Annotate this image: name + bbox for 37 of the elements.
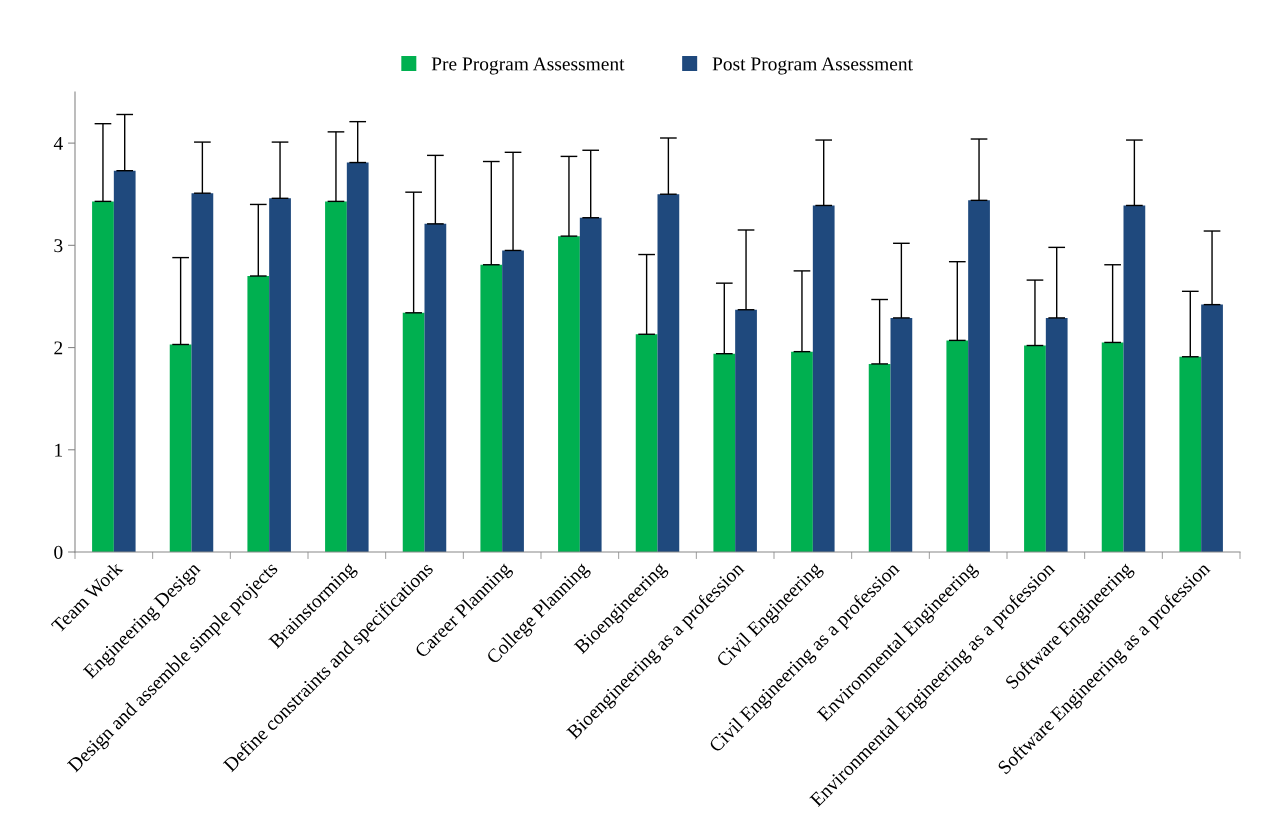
legend-label: Pre Program Assessment	[431, 57, 625, 75]
y-tick-label: 4	[53, 137, 63, 150]
bar	[113, 170, 136, 552]
bar	[635, 334, 658, 552]
bar	[868, 363, 891, 552]
bar	[346, 162, 369, 552]
y-tick-label: 3	[54, 239, 63, 253]
bar	[1101, 342, 1124, 552]
bar	[1179, 356, 1202, 552]
bar	[1024, 345, 1046, 552]
bar	[946, 340, 969, 552]
bar	[791, 351, 813, 552]
bar	[657, 194, 680, 552]
y-tick-label: 0	[54, 545, 63, 559]
bar	[424, 223, 447, 552]
bar	[269, 198, 291, 552]
bar	[92, 201, 114, 552]
bar	[402, 312, 425, 552]
bar	[1045, 317, 1068, 552]
bar	[735, 309, 757, 552]
bar	[502, 250, 524, 552]
bar	[1201, 304, 1223, 552]
bar	[812, 205, 835, 552]
bar	[191, 193, 214, 552]
y-tick-label: 1	[55, 443, 63, 457]
bar	[558, 236, 580, 552]
bar	[480, 264, 503, 552]
bar	[247, 276, 270, 552]
bar	[968, 200, 990, 552]
bar	[579, 217, 602, 552]
legend-label: Post Program Assessment	[712, 57, 913, 75]
y-tick-label: 2	[54, 341, 63, 355]
bar	[169, 344, 192, 552]
bar	[890, 317, 913, 552]
bar	[1123, 205, 1146, 552]
bar	[713, 353, 736, 552]
bar	[325, 201, 347, 552]
